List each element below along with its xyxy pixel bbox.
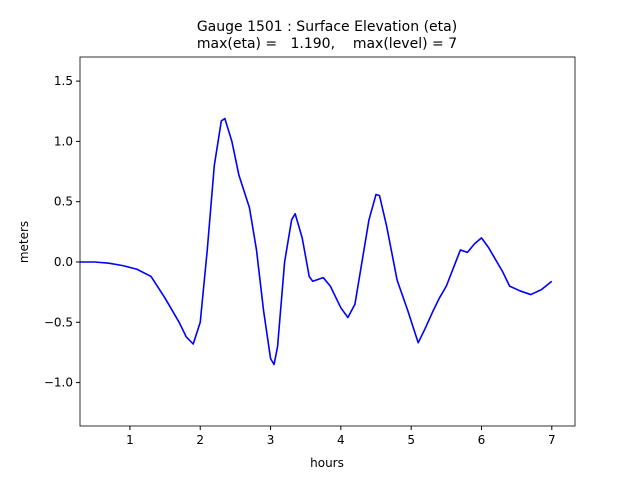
y-axis-label: meters [17, 221, 31, 263]
x-tick-label: 6 [478, 433, 486, 447]
x-tick-label: 3 [267, 433, 275, 447]
x-tick-label: 2 [196, 433, 204, 447]
y-tick-label: −0.5 [44, 315, 73, 329]
chart-title: Gauge 1501 : Surface Elevation (eta) [197, 19, 457, 35]
chart-subtitle: max(eta) = 1.190, max(level) = 7 [197, 36, 457, 52]
y-tick-label: 1.5 [54, 74, 73, 88]
x-tick-label: 7 [548, 433, 556, 447]
y-tick-label: 0.5 [54, 195, 73, 209]
line-series [80, 117, 553, 366]
plot-frame [79, 56, 576, 427]
x-tick-label: 1 [126, 433, 134, 447]
x-axis-label: hours [310, 456, 344, 470]
x-tick-label: 5 [407, 433, 415, 447]
x-tick-label: 4 [337, 433, 345, 447]
y-tick-label: −1.0 [44, 376, 73, 390]
y-tick-label: 1.0 [54, 134, 73, 148]
y-tick-label: 0.0 [54, 255, 73, 269]
